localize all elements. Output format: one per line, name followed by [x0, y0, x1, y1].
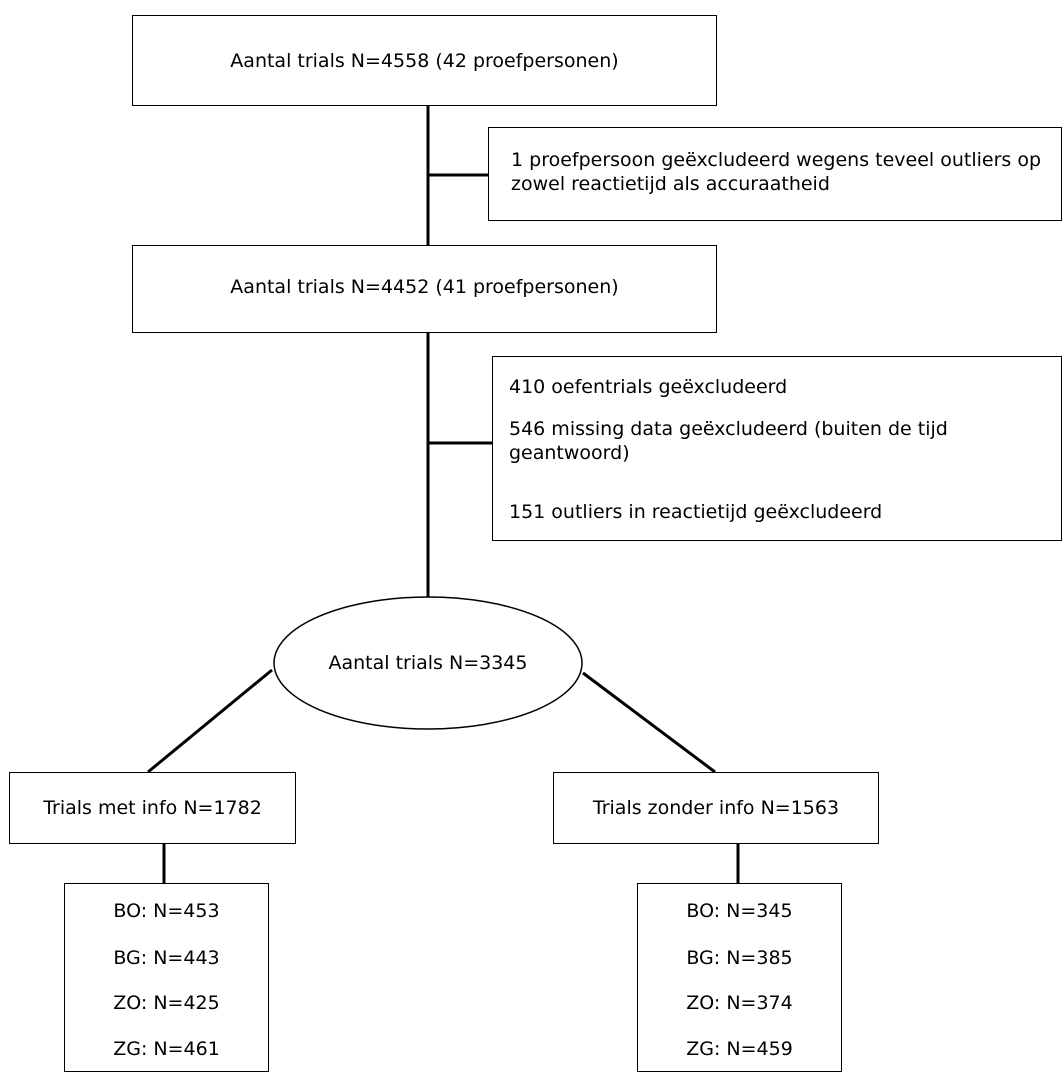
right-group-zo: ZO: N=374 [686, 992, 793, 1014]
total-ellipse-label: Aantal trials N=3345 [328, 652, 528, 674]
right-branch-box: Trials zonder info N=1563 [553, 772, 879, 844]
start-box: Aantal trials N=4558 (42 proefpersonen) [132, 15, 717, 106]
left-groups-box: BO: N=453 BG: N=443 ZO: N=425 ZG: N=461 [64, 883, 269, 1072]
right-branch-title: Trials zonder info N=1563 [592, 797, 840, 819]
left-group-bo: BO: N=453 [113, 900, 220, 922]
connector-to-right-branch [582, 671, 716, 774]
second-box: Aantal trials N=4452 (41 proefpersonen) [132, 245, 717, 333]
exclusion-box-2: 410 oefentrials geëxcludeerd 546 missing… [492, 356, 1062, 541]
right-groups-box: BO: N=345 BG: N=385 ZO: N=374 ZG: N=459 [637, 883, 842, 1072]
left-group-zo: ZO: N=425 [113, 992, 220, 1014]
left-branch-box: Trials met info N=1782 [9, 772, 296, 844]
exclusion-2-outliers: 151 outliers in reactietijd geëxcludeerd [509, 501, 883, 523]
left-branch-title: Trials met info N=1782 [43, 797, 262, 819]
right-group-bo: BO: N=345 [686, 900, 793, 922]
left-group-bg: BG: N=443 [113, 947, 220, 969]
left-group-zg: ZG: N=461 [113, 1038, 220, 1060]
second-box-label: Aantal trials N=4452 (41 proefpersonen) [230, 276, 619, 298]
exclusion-1-label: 1 proefpersoon geëxcludeerd wegens tevee… [511, 149, 1042, 195]
total-ellipse-shape [273, 596, 583, 730]
connector-to-left-branch [147, 668, 273, 774]
exclusion-2-missing-data: 546 missing data geëxcludeerd (buiten de… [509, 418, 948, 464]
right-group-bg: BG: N=385 [686, 947, 793, 969]
exclusion-box-1: 1 proefpersoon geëxcludeerd wegens tevee… [488, 127, 1062, 221]
right-group-zg: ZG: N=459 [686, 1038, 793, 1060]
exclusion-2-oefentrials: 410 oefentrials geëxcludeerd [509, 376, 788, 398]
start-box-label: Aantal trials N=4558 (42 proefpersonen) [230, 50, 619, 72]
